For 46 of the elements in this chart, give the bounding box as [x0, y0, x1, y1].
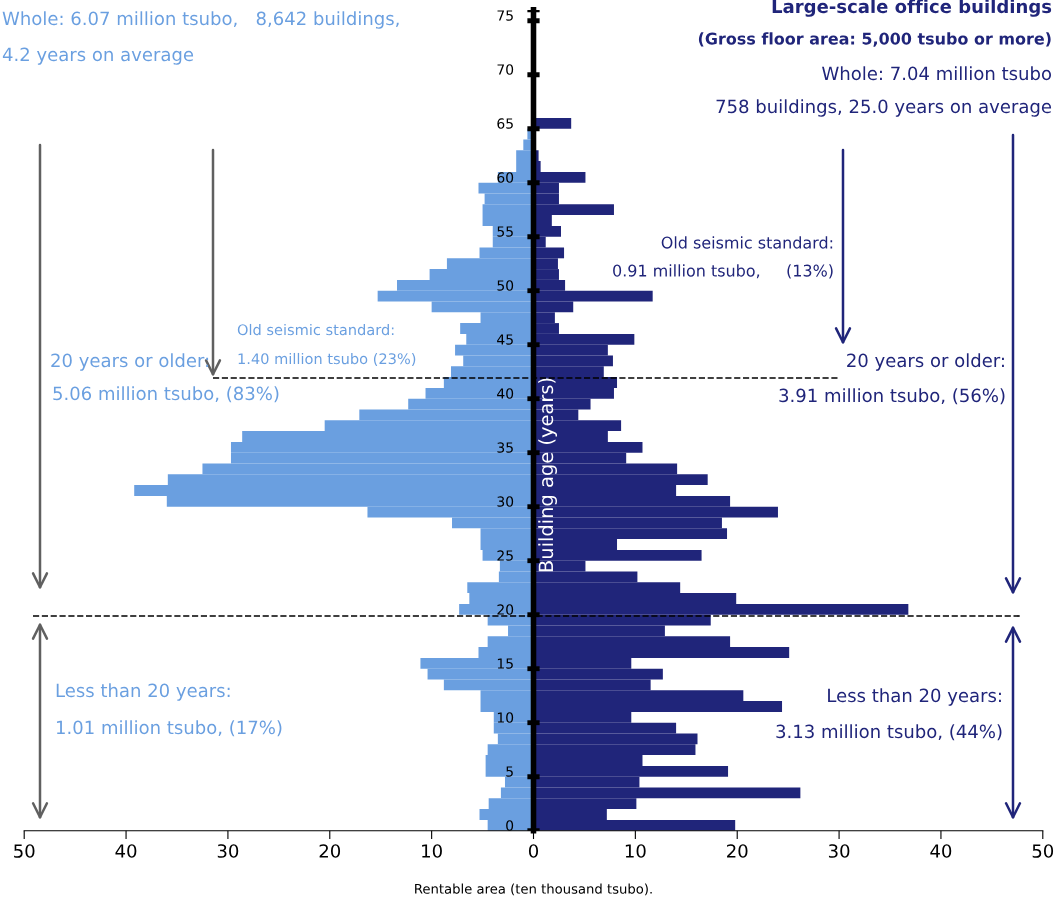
annotation: 3.13 million tsubo, (44%)	[776, 724, 1002, 741]
x-axis-title: Rentable area (ten thousand tsubo).	[415, 883, 652, 896]
y-tick-label: 5	[506, 766, 513, 777]
annotation: Whole: 7.04 million tsubo	[822, 66, 1052, 81]
annotation: 1.40 million tsubo (23%)	[238, 352, 416, 366]
x-tick-label: 40	[115, 844, 137, 858]
y-tick-label: 65	[497, 118, 513, 129]
x-tick-label: 50	[14, 844, 35, 858]
annotation: (Gross floor area: 5,000 tsubo or more)	[698, 32, 1051, 47]
y-tick-label: 15	[497, 658, 513, 669]
y-tick-label: 25	[497, 550, 513, 561]
y-tick-label: 55	[497, 226, 513, 237]
x-tick-label: 40	[930, 844, 952, 858]
x-tick-label: 0	[528, 844, 539, 858]
annotation: 3.91 million tsubo, (56%)	[779, 388, 1005, 405]
y-tick-label: 30	[497, 496, 514, 507]
y-tick-label: 70	[497, 64, 514, 75]
x-tick-label: 10	[625, 844, 646, 858]
annotation: Old seismic standard:	[237, 323, 394, 336]
annotation: 20 years or older:	[51, 353, 209, 371]
x-tick-label: 50	[1032, 844, 1054, 858]
y-tick-label: 40	[497, 388, 514, 399]
x-tick-label: 30	[217, 844, 239, 858]
y-tick-label: 50	[497, 280, 514, 291]
annotation: Less than 20 years:	[56, 683, 230, 701]
annotation: 5.06 million tsubo, (83%)	[53, 386, 279, 403]
annotation: Less than 20 years:	[828, 688, 1001, 706]
annotation: 0.91 million tsubo, (13%)	[613, 264, 833, 279]
annotation: 758 buildings, 25.0 years on average	[716, 99, 1052, 117]
annotation: Large-scale office buildings	[772, 0, 1052, 17]
x-tick-label: 20	[319, 844, 341, 858]
x-tick-label: 10	[422, 844, 442, 858]
y-tick-label: 20	[497, 604, 514, 615]
y-tick-label: 35	[497, 442, 513, 453]
annotation: 1.01 million tsubo, (17%)	[56, 720, 282, 737]
y-tick-label: 0	[506, 820, 514, 831]
annotation: 4.2 years on average	[2, 47, 194, 65]
y-tick-label: 75	[497, 10, 513, 21]
x-tick-label: 20	[727, 844, 748, 858]
y-axis-title: Building age (years)	[538, 378, 557, 572]
y-tick-label: 10	[497, 712, 514, 723]
y-tick-label: 45	[497, 334, 513, 345]
x-tick-label: 30	[828, 844, 850, 858]
annotation: 20 years or older:	[847, 353, 1004, 371]
annotation: Old seismic standard:	[661, 236, 833, 249]
annotation: Whole: 6.07 million tsubo, 8,642 buildings,	[2, 11, 399, 29]
